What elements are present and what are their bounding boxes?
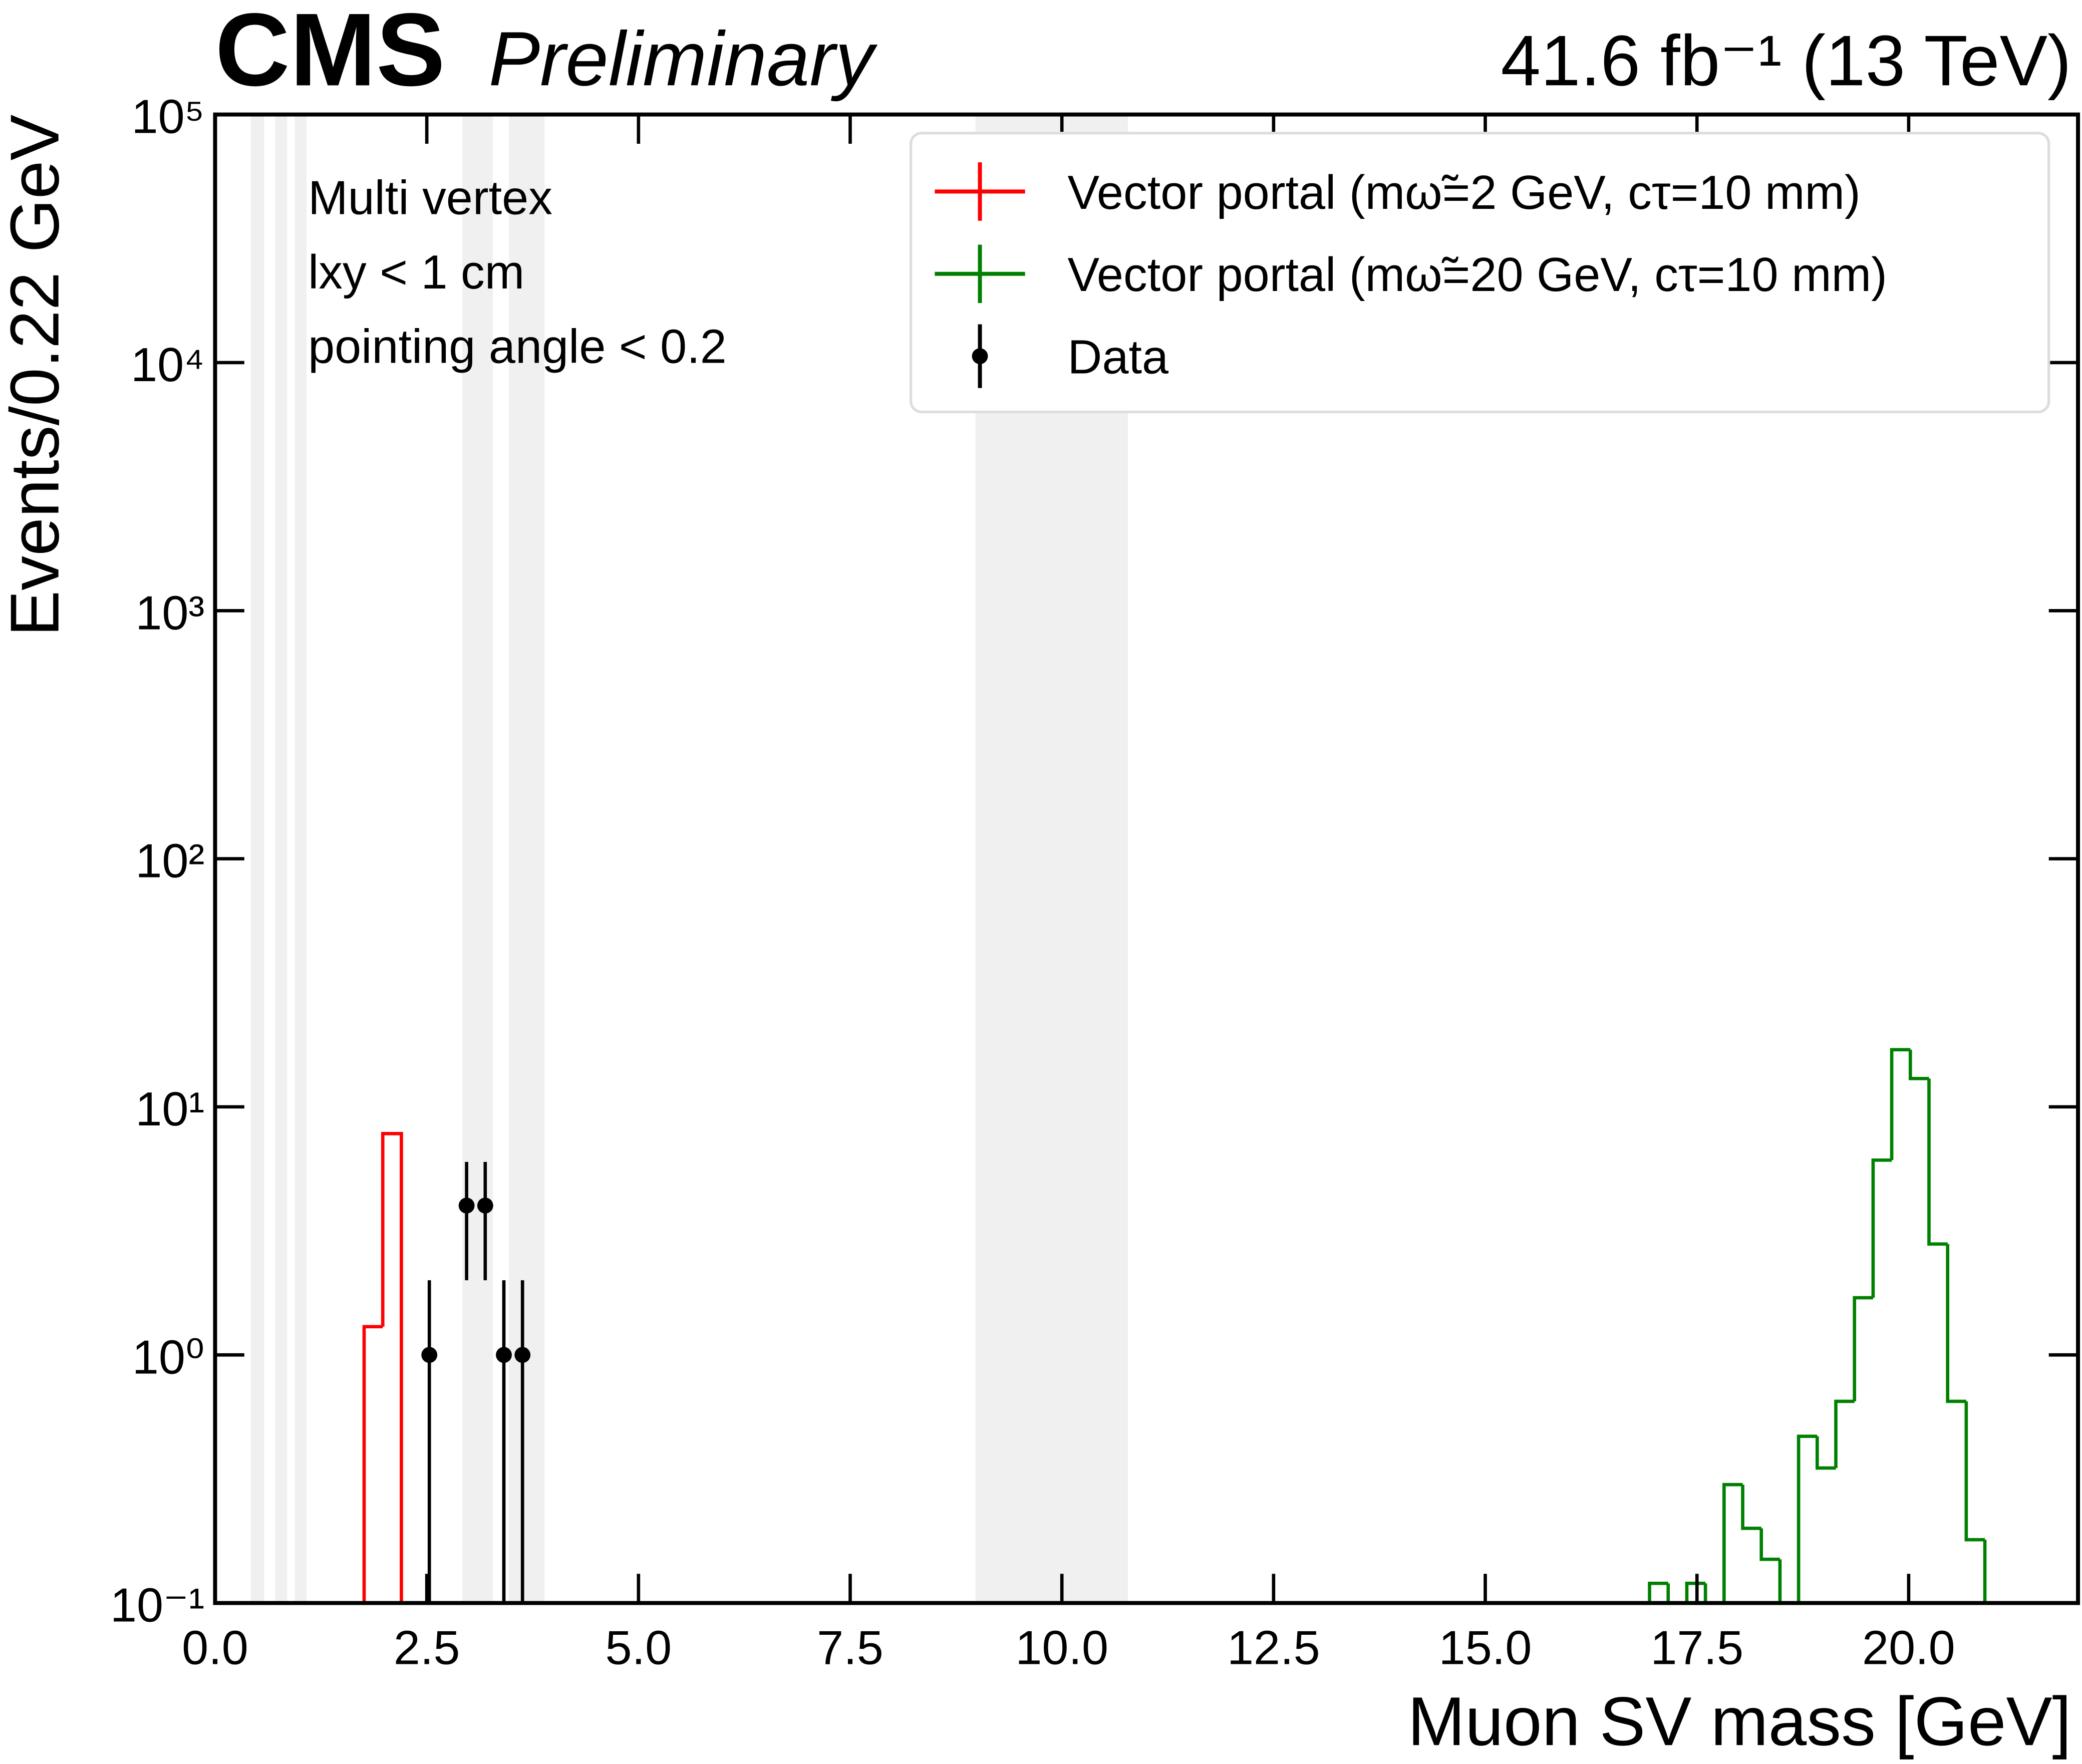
x-tick-label: 17.5 (1650, 1622, 1743, 1675)
x-tick-label: 7.5 (817, 1622, 883, 1675)
legend-label: Vector portal (mω̃=20 GeV, cτ=10 mm) (1068, 248, 1887, 302)
annotation: pointing angle < 0.2 (308, 320, 727, 373)
x-tick-label: 20.0 (1862, 1622, 1955, 1675)
histogram-bin (362, 1325, 383, 1603)
histogram-bin (1797, 1434, 1818, 1603)
x-tick-label: 10.0 (1015, 1622, 1108, 1675)
data-point (421, 1347, 438, 1363)
legend-box (910, 132, 2050, 414)
histogram-bin (1685, 1582, 1706, 1603)
histogram-bin (1741, 1485, 1761, 1530)
histogram-bin (1778, 1559, 1782, 1603)
histogram-bin (1890, 1048, 1911, 1160)
histogram-bin (1964, 1401, 1985, 1542)
histogram-bin (1759, 1528, 1780, 1561)
legend-label: Vector portal (mω̃=2 GeV, cτ=10 mm) (1068, 166, 1861, 219)
y-tick-label: 10⁵ (132, 91, 205, 144)
y-tick-label: 10³ (135, 586, 204, 640)
plot-marks (362, 1048, 2005, 1603)
experiment-label: CMS (215, 0, 445, 107)
x-tick-label: 15.0 (1439, 1622, 1532, 1675)
histogram-bin (1983, 1540, 2005, 1603)
shaded-region (250, 114, 264, 1603)
data-point (496, 1347, 512, 1363)
histogram-bin (1648, 1582, 1668, 1603)
shaded-region (462, 114, 493, 1603)
annotation: lxy < 1 cm (308, 246, 524, 299)
plot-frame (213, 112, 2080, 1605)
y-tick-label: 10¹ (135, 1083, 204, 1136)
histogram-bin (381, 1132, 403, 1603)
shaded-region (275, 114, 287, 1603)
status-label: Preliminary (489, 16, 878, 102)
data-point (477, 1198, 493, 1214)
data-point (458, 1198, 475, 1214)
legend-symbol (972, 348, 988, 365)
x-tick-label: 0.0 (182, 1622, 248, 1675)
annotation: Multi vertex (308, 171, 552, 224)
y-tick-label: 10⁴ (131, 339, 204, 392)
data-point (514, 1347, 531, 1363)
histogram-bin (1908, 1049, 1929, 1080)
histogram-bin (1834, 1399, 1855, 1468)
x-tick-label: 2.5 (394, 1622, 460, 1675)
legend-label: Data (1068, 331, 1169, 384)
histogram-bin (1815, 1436, 1836, 1470)
y-tick-label: 10² (135, 835, 204, 888)
x-axis-label: Muon SV mass [GeV] (1407, 1683, 2071, 1760)
histogram-bin (1722, 1483, 1743, 1603)
histogram-bin (1871, 1158, 1892, 1298)
histogram-bin (1927, 1078, 1948, 1246)
x-tick-label: 5.0 (606, 1622, 672, 1675)
x-tick-label: 12.5 (1227, 1622, 1320, 1675)
y-axis-label: Events/0.22 GeV (0, 115, 74, 637)
shaded-region (294, 114, 307, 1603)
histogram-bin (1853, 1296, 1873, 1401)
y-tick-label: 10⁰ (132, 1331, 204, 1384)
y-tick-label: 10⁻¹ (110, 1579, 204, 1632)
histogram-bin (1946, 1244, 1966, 1403)
lumi-label: 41.6 fb⁻¹ (13 TeV) (1501, 21, 2071, 101)
legend: Vector portal (mω̃=2 GeV, cτ=10 mm) Vecto… (935, 162, 1887, 388)
